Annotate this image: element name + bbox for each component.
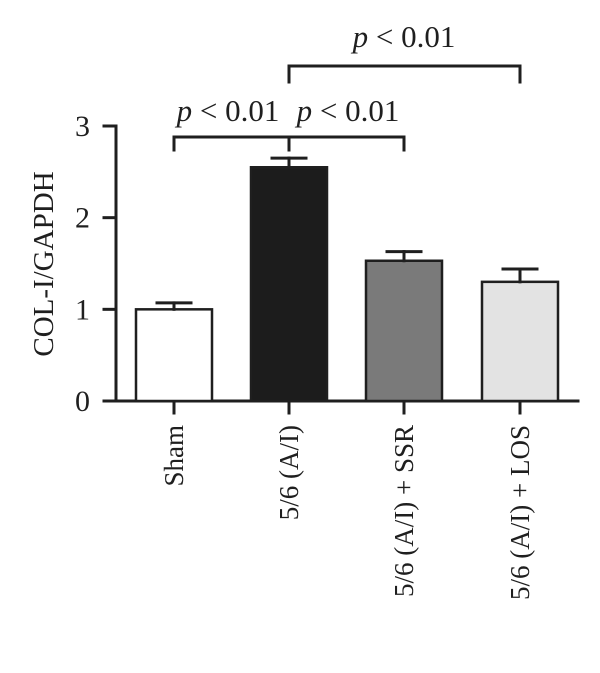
bar-2 <box>364 259 444 403</box>
y-tick-label-2: 2 <box>75 202 90 235</box>
bars <box>134 166 560 403</box>
error-bar-0 <box>155 301 193 311</box>
error-bar-3 <box>501 267 539 284</box>
error-bar-2 <box>385 250 423 263</box>
category-label-2: 5/6 (A/I) + SSR <box>389 425 419 597</box>
bar-1 <box>249 166 329 403</box>
significance-brackets: p < 0.01 p < 0.01 p < 0.01 <box>172 19 522 152</box>
y-tick-label-1: 1 <box>75 293 90 326</box>
category-label-1: 5/6 (A/I) <box>274 425 304 520</box>
error-bars <box>155 156 539 311</box>
error-bar-1 <box>270 156 308 169</box>
significance-bracket-2: p < 0.01 <box>287 19 522 84</box>
y-axis-label: COL-I/GAPDH <box>28 171 60 356</box>
category-label-0: Sham <box>159 425 189 487</box>
significance-bracket-1: p < 0.01 <box>287 93 406 152</box>
y-tick-label-0: 0 <box>75 385 90 418</box>
significance-label-0: p < 0.01 <box>175 93 280 128</box>
bar-3 <box>480 280 560 403</box>
significance-bracket-0: p < 0.01 <box>172 93 291 152</box>
bar-0 <box>134 308 214 403</box>
significance-label-2: p < 0.01 <box>351 19 456 54</box>
category-labels: Sham 5/6 (A/I) 5/6 (A/I) + SSR 5/6 (A/I) + … <box>159 425 535 600</box>
category-label-3: 5/6 (A/I) + LOS <box>505 425 535 600</box>
y-tick-label-3: 3 <box>75 110 90 143</box>
significance-label-1: p < 0.01 <box>295 93 400 128</box>
